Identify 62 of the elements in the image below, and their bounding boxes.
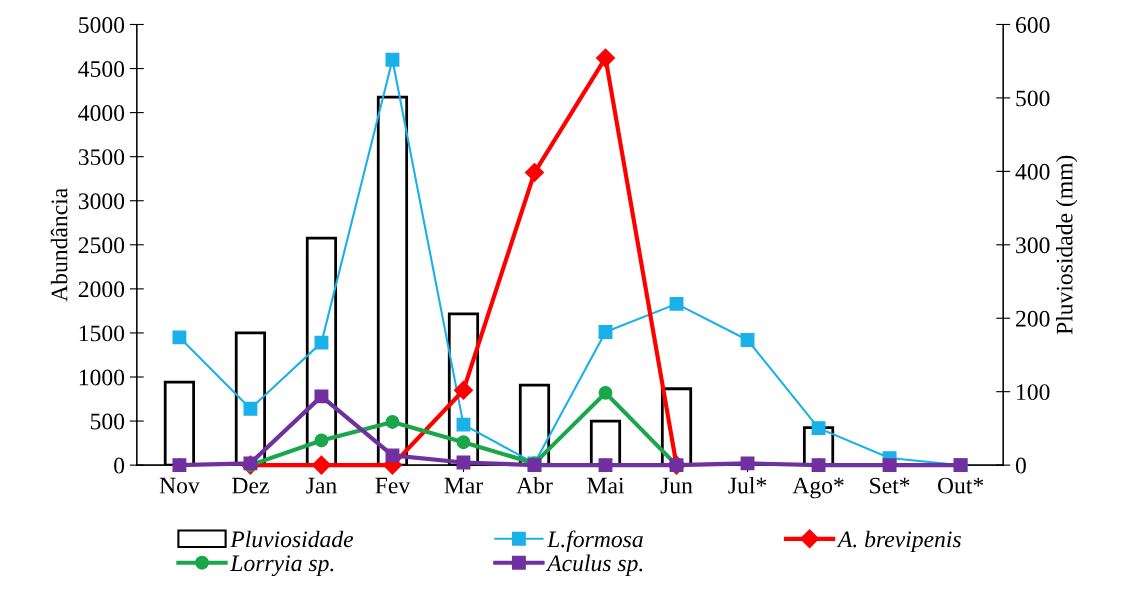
point	[243, 401, 258, 416]
point	[456, 435, 471, 450]
y-tick-label: 3000	[78, 193, 125, 210]
point	[811, 421, 826, 436]
point	[595, 48, 616, 68]
point	[311, 455, 331, 475]
x-tick-label: Jun	[660, 477, 693, 494]
x-tick-label: Mar	[444, 477, 483, 494]
x-tick-label: Nov	[159, 477, 200, 494]
y-tick-label: 2500	[78, 237, 125, 254]
point	[598, 458, 613, 473]
y-tick-label: 5000	[79, 16, 125, 33]
y-tick-label: 2000	[78, 281, 125, 298]
point	[385, 414, 400, 429]
x-tick-label: Out*	[937, 477, 984, 494]
x-tick-label: Abr	[516, 476, 553, 494]
y-tick-label: 3500	[78, 149, 125, 166]
point	[385, 448, 400, 463]
y2-tick-label: 200	[1016, 310, 1050, 327]
legend-label: Aculus sp.	[545, 554, 643, 576]
legend-label: Lorryia sp.	[230, 555, 334, 577]
y-tick-label: 1500	[79, 325, 125, 342]
point	[740, 333, 755, 347]
point	[598, 385, 613, 400]
point	[172, 458, 187, 473]
x-tick-label: Jan	[306, 477, 337, 494]
y-tick-label: 1000	[79, 369, 125, 386]
point	[453, 380, 474, 400]
point	[314, 389, 329, 404]
point	[456, 417, 471, 432]
x-tick-label: Jul*	[728, 476, 767, 494]
bar	[589, 419, 622, 466]
y2-tick-label: 0	[1015, 457, 1026, 474]
point	[740, 456, 755, 471]
x-tick-label: Mai	[587, 477, 625, 494]
point	[314, 433, 329, 448]
y-tick-label: 4500	[78, 61, 125, 77]
y-tick-label: 500	[90, 413, 125, 430]
y2-tick-label: 100	[1017, 384, 1050, 401]
y2-tick-label: 500	[1016, 90, 1050, 107]
y-tick-label: 4000	[78, 105, 125, 122]
y-tick-label: 0	[114, 457, 125, 474]
point	[172, 330, 187, 345]
point	[598, 325, 613, 339]
point	[385, 52, 400, 67]
y2-tick-label: 600	[1016, 16, 1050, 33]
point	[882, 458, 897, 473]
x-tick-label: Ago*	[792, 477, 844, 499]
y2-tick-label: 400	[1015, 163, 1050, 180]
point	[314, 335, 329, 350]
x-tick-label: Fev	[375, 477, 411, 494]
y-axis-title: Abundância	[50, 188, 68, 302]
point	[811, 458, 826, 473]
legend-label: Pluviosidade	[230, 530, 354, 548]
x-tick-label: Set*	[870, 477, 910, 494]
y2-tick-label: 300	[1016, 237, 1050, 254]
point	[524, 163, 545, 183]
legend-label: L.formosa	[546, 530, 643, 553]
y2-axis-title: Pluviosidade (mm)	[1055, 155, 1078, 335]
legend-label: A. brevipenis	[836, 530, 961, 553]
x-tick-label: Dez	[232, 477, 269, 494]
point	[669, 296, 684, 311]
